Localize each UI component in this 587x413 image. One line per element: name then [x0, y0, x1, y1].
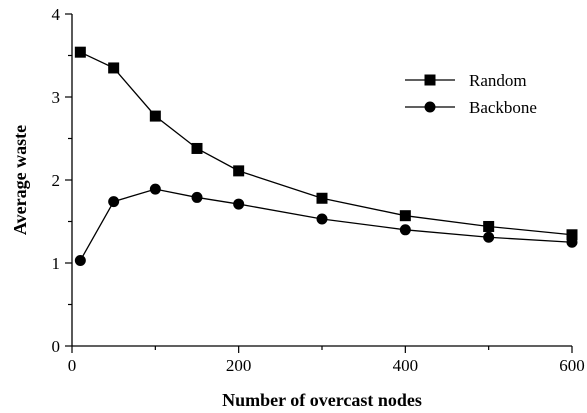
data-point-random	[108, 62, 120, 74]
x-tick-label: 600	[559, 356, 585, 375]
data-point-random	[399, 210, 411, 222]
legend-marker-random	[424, 74, 436, 86]
x-tick-label: 400	[393, 356, 419, 375]
data-point-backbone	[149, 183, 161, 195]
data-point-backbone	[191, 191, 203, 203]
data-point-backbone	[108, 196, 120, 208]
ticks: 0 200 400 600 0 1 2 3 4	[52, 5, 585, 375]
y-tick-label: 3	[52, 88, 61, 107]
data-point-backbone	[316, 213, 328, 225]
x-axis-title: Number of overcast nodes	[222, 390, 422, 410]
legend-label-random: Random	[469, 71, 527, 90]
x-tick-label: 200	[226, 356, 252, 375]
data-point-random	[74, 46, 86, 58]
data-point-backbone	[483, 231, 495, 243]
y-tick-label: 2	[52, 171, 61, 190]
data-point-random	[233, 165, 245, 177]
series-layer	[74, 46, 578, 267]
y-axis-title: Average waste	[10, 125, 30, 235]
data-point-backbone	[74, 255, 86, 267]
y-tick-label: 4	[52, 5, 61, 24]
data-point-backbone	[233, 198, 245, 210]
axes	[71, 14, 572, 347]
y-tick-label: 1	[52, 254, 61, 273]
data-point-random	[483, 220, 495, 232]
x-tick-label: 0	[68, 356, 77, 375]
data-point-backbone	[566, 236, 578, 248]
data-point-random	[191, 142, 203, 154]
legend-marker-backbone	[424, 101, 436, 113]
data-point-random	[149, 110, 161, 122]
data-point-backbone	[399, 224, 411, 236]
legend: Random Backbone	[405, 71, 537, 117]
data-point-random	[316, 192, 328, 204]
y-tick-label: 0	[52, 337, 61, 356]
legend-label-backbone: Backbone	[469, 98, 537, 117]
